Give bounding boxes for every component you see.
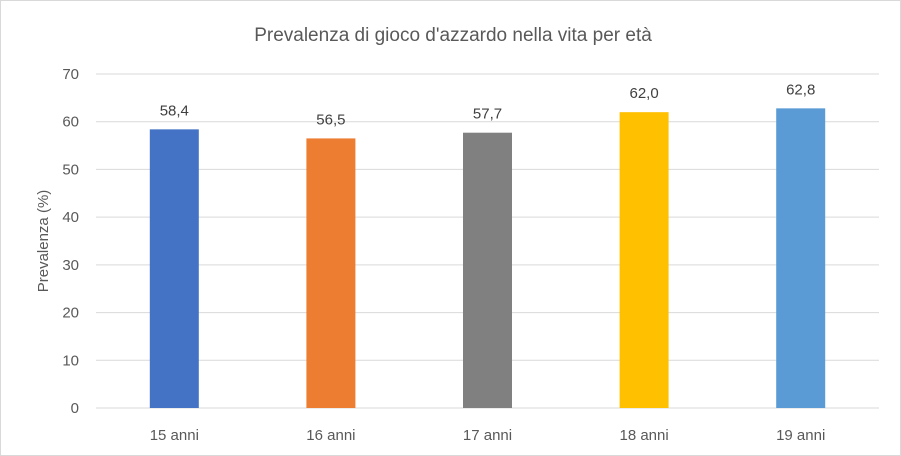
x-tick-label: 18 anni — [619, 427, 668, 444]
y-tick-label: 40 — [62, 209, 79, 226]
x-tick-label: 19 anni — [776, 427, 825, 444]
y-tick-label: 50 — [62, 161, 79, 178]
x-tick-label: 15 anni — [150, 427, 199, 444]
bar-17-anni — [463, 132, 512, 408]
bar-19-anni — [776, 108, 826, 409]
y-tick-label: 30 — [62, 257, 79, 274]
data-label: 56,5 — [316, 111, 345, 128]
bar-16-anni — [306, 138, 356, 408]
data-label: 58,4 — [160, 102, 189, 119]
chart-title: Prevalenza di gioco d'azzardo nella vita… — [254, 25, 652, 46]
bar-15-anni — [149, 129, 199, 408]
x-axis-ticks: 15 anni 16 anni 17 anni 18 anni 19 anni — [150, 427, 826, 444]
data-label: 62,0 — [629, 85, 658, 102]
y-tick-label: 20 — [62, 305, 79, 322]
y-tick-label: 60 — [62, 114, 79, 131]
y-tick-label: 70 — [62, 66, 79, 83]
bar-18-anni — [619, 112, 669, 409]
y-tick-label: 0 — [71, 400, 79, 417]
y-axis-title: Prevalenza (%) — [35, 190, 52, 293]
data-labels: 58,4 56,5 57,7 62,0 62,8 — [160, 81, 816, 128]
bars — [149, 108, 826, 409]
data-label: 57,7 — [473, 106, 502, 123]
y-tick-label: 10 — [62, 352, 79, 369]
x-tick-label: 16 anni — [306, 427, 355, 444]
x-tick-label: 17 anni — [463, 427, 512, 444]
data-label: 62,8 — [786, 81, 815, 98]
y-axis-ticks: 0 10 20 30 40 50 60 70 — [62, 66, 79, 417]
